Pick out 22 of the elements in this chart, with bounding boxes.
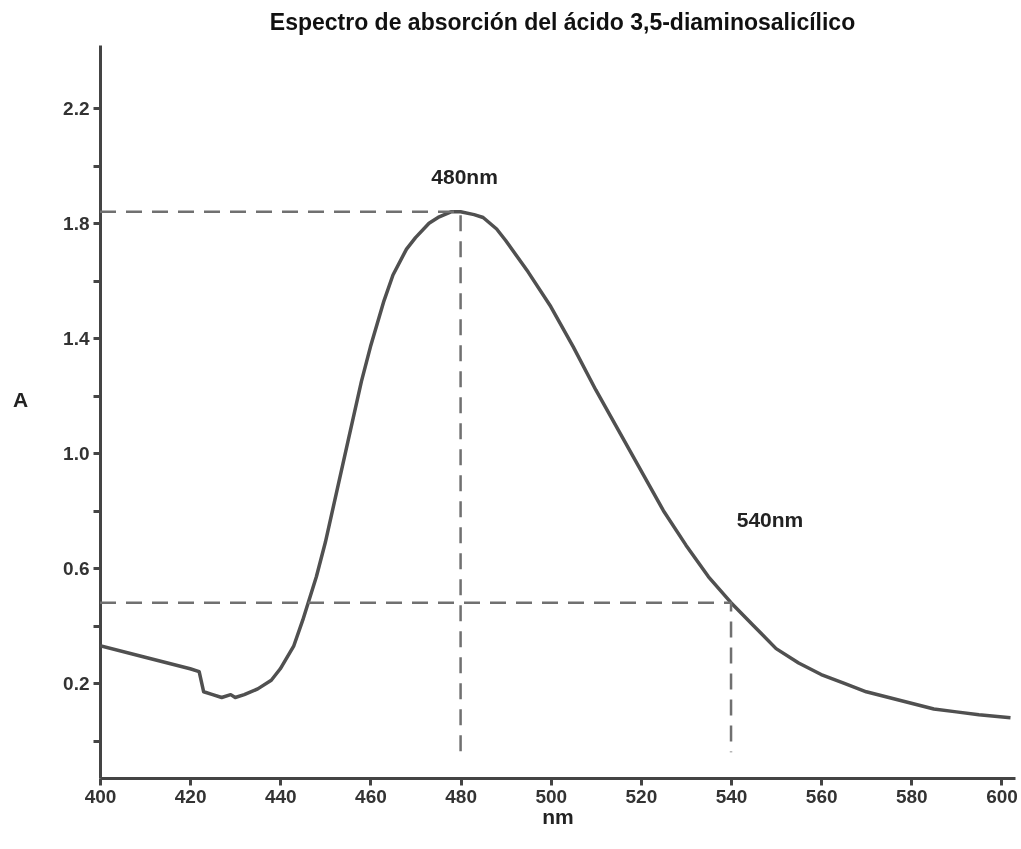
y-tick-label: 0.6 (63, 557, 90, 579)
x-tick-label: 580 (895, 785, 928, 807)
chart-title: Espectro de absorción del ácido 3,5-diaminosalicílico (269, 9, 856, 35)
annotation: 480nm (431, 164, 498, 188)
x-tick-label: 440 (264, 785, 297, 807)
y-tick-label: 1.4 (63, 327, 90, 349)
y-tick-label: 1.0 (63, 442, 90, 464)
x-axis-title: nm (542, 804, 574, 828)
x-tick-label: 460 (355, 785, 387, 807)
y-tick-label: 0.2 (63, 672, 90, 694)
y-tick-label: 2.2 (63, 97, 90, 119)
x-tick-label: 560 (805, 785, 838, 807)
y-tick-label: 1.8 (63, 212, 90, 234)
x-tick-label: 400 (84, 785, 117, 807)
x-tick-label: 600 (986, 785, 1018, 807)
x-tick-label: 480 (445, 785, 477, 807)
y-axis-title: A (12, 387, 29, 411)
annotation: 540nm (736, 508, 804, 531)
x-tick-label: 540 (715, 785, 748, 807)
x-tick-label: 520 (625, 785, 658, 807)
x-tick-label: 420 (174, 785, 207, 807)
x-tick-label: 500 (535, 785, 568, 807)
